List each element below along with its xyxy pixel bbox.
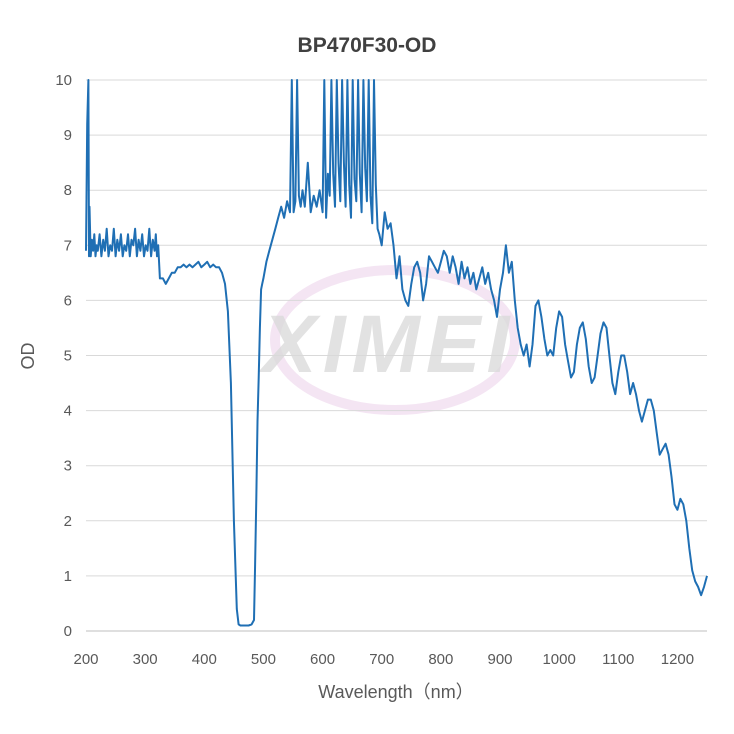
y-tick-label: 10 [55, 72, 72, 89]
y-axis-title: OD [18, 342, 38, 369]
x-tick-label: 800 [428, 651, 453, 668]
x-tick-label: 1100 [602, 651, 634, 668]
x-tick-label: 1200 [661, 651, 694, 668]
y-tick-label: 5 [64, 348, 72, 365]
x-tick-label: 500 [251, 651, 276, 668]
series-line-0 [85, 79, 708, 627]
x-tick-label: 1000 [542, 651, 575, 668]
x-axis-title: Wavelength（nm） [318, 682, 473, 702]
x-tick-label: 600 [310, 651, 335, 668]
x-tick-label: 900 [487, 651, 512, 668]
chart-title: BP470F30-OD [298, 34, 437, 57]
series-layer [85, 79, 708, 627]
x-tick-label: 400 [192, 651, 217, 668]
x-tick-label: 700 [369, 651, 394, 668]
y-tick-label: 2 [64, 513, 72, 530]
y-tick-label: 6 [64, 292, 72, 309]
x-axis-ticks: 200 300 400 500 600 700 800 900 1000 1100 1200 [73, 651, 694, 668]
x-tick-label: 200 [73, 651, 98, 668]
y-tick-label: 7 [64, 237, 72, 254]
grid [86, 79, 707, 632]
y-tick-label: 8 [64, 182, 72, 199]
y-tick-label: 9 [64, 127, 72, 144]
y-axis-ticks: 0 1 2 3 4 5 6 7 8 9 10 [55, 72, 72, 640]
y-tick-label: 0 [64, 623, 72, 640]
y-tick-label: 1 [64, 568, 72, 585]
x-tick-label: 300 [133, 651, 158, 668]
y-tick-label: 3 [64, 458, 72, 475]
watermark-logo: XIMEI [258, 265, 520, 415]
watermark-text: XIMEI [258, 299, 515, 390]
y-tick-label: 4 [64, 403, 72, 420]
